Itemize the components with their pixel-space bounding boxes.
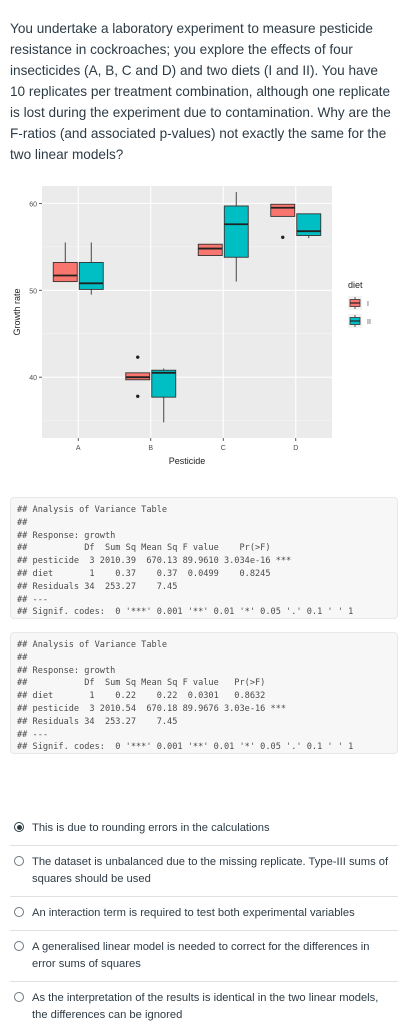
code-line: ## diet 1 0.37 0.37 0.0499 0.8245 [17, 568, 271, 579]
code-line: ## Df Sum Sq Mean Sq F value Pr(>F) [17, 678, 266, 689]
code-line: ## Analysis of Variance Table [17, 640, 168, 650]
code-line: ## Residuals 34 253.27 7.45 [17, 581, 178, 592]
radio-button[interactable] [14, 907, 24, 917]
code-line: ## Response: growth [17, 665, 116, 676]
radio-button[interactable] [14, 856, 24, 866]
radio-button[interactable] [14, 822, 24, 832]
y-tick-label: 60 [29, 201, 37, 208]
box [223, 205, 249, 258]
answer-option[interactable]: This is due to rounding errors in the ca… [10, 812, 398, 845]
question-text: You undertake a laboratory experiment to… [10, 21, 391, 162]
outlier-point [136, 394, 140, 398]
legend-title: diet [348, 280, 363, 290]
x-tick-label: B [148, 445, 153, 452]
y-axis-title: Growth rate [12, 288, 22, 335]
box [151, 369, 177, 398]
answer-option[interactable]: An interaction term is required to test … [10, 896, 398, 930]
legend-label: II [367, 319, 371, 326]
radio-button[interactable] [14, 992, 24, 1002]
anova-output-2: ## Analysis of Variance Table ## ## Respon… [10, 632, 398, 754]
code-line: ## Signif. codes: 0 '***' 0.001 '**' 0.0… [17, 607, 354, 618]
answer-option-label: This is due to rounding errors in the ca… [32, 822, 270, 834]
x-axis-title: Pesticide [169, 456, 206, 466]
radio-button[interactable] [14, 941, 24, 951]
answer-options: This is due to rounding errors in the ca… [10, 812, 398, 1032]
answer-option[interactable]: As the interpretation of the results is … [10, 981, 398, 1032]
answer-option-label: The dataset is unbalanced due to the mis… [32, 856, 389, 885]
code-line: ## --- [17, 594, 49, 605]
x-tick-label: C [221, 445, 226, 452]
code-line: ## Df Sum Sq Mean Sq F value Pr(>F) [17, 543, 271, 554]
code-line: ## Signif. codes: 0 '***' 0.001 '**' 0.0… [17, 742, 354, 753]
y-tick-label: 40 [29, 375, 37, 382]
outlier-point [281, 235, 285, 239]
box [270, 203, 296, 217]
box [52, 262, 78, 283]
plot-panel [42, 186, 332, 438]
answer-option-label: An interaction term is required to test … [32, 907, 355, 919]
code-line: ## diet 1 0.22 0.22 0.0301 0.8632 [17, 691, 266, 702]
box [78, 262, 104, 290]
code-line: ## [17, 652, 28, 663]
code-line: ## Response: growth [17, 530, 116, 541]
x-tick-label: D [293, 445, 298, 452]
code-line: ## pesticide 3 2010.54 670.18 89.9676 3.… [17, 703, 287, 714]
code-line: ## Residuals 34 253.27 7.45 [17, 716, 178, 727]
answer-option-label: A generalised linear model is needed to … [32, 941, 370, 970]
code-line: ## [17, 517, 28, 528]
box [296, 213, 322, 236]
answer-option-label: As the interpretation of the results is … [32, 992, 379, 1021]
boxplot-figure: 40 50 60 A B C D Pesticide Growth rate diet I II [8, 178, 398, 478]
y-tick-label: 50 [29, 288, 37, 295]
answer-option[interactable]: The dataset is unbalanced due to the mis… [10, 845, 398, 896]
x-tick-label: A [76, 445, 81, 452]
anova-output-1: ## Analysis of Variance Table ## ## Respon… [10, 497, 398, 619]
box [197, 243, 223, 256]
code-line: ## Analysis of Variance Table [17, 505, 168, 515]
outlier-point [136, 355, 140, 359]
code-line: ## --- [17, 729, 49, 740]
code-line: ## pesticide 3 2010.39 670.13 89.9610 3.… [17, 556, 292, 567]
legend-label: I [367, 301, 369, 308]
answer-option[interactable]: A generalised linear model is needed to … [10, 930, 398, 981]
